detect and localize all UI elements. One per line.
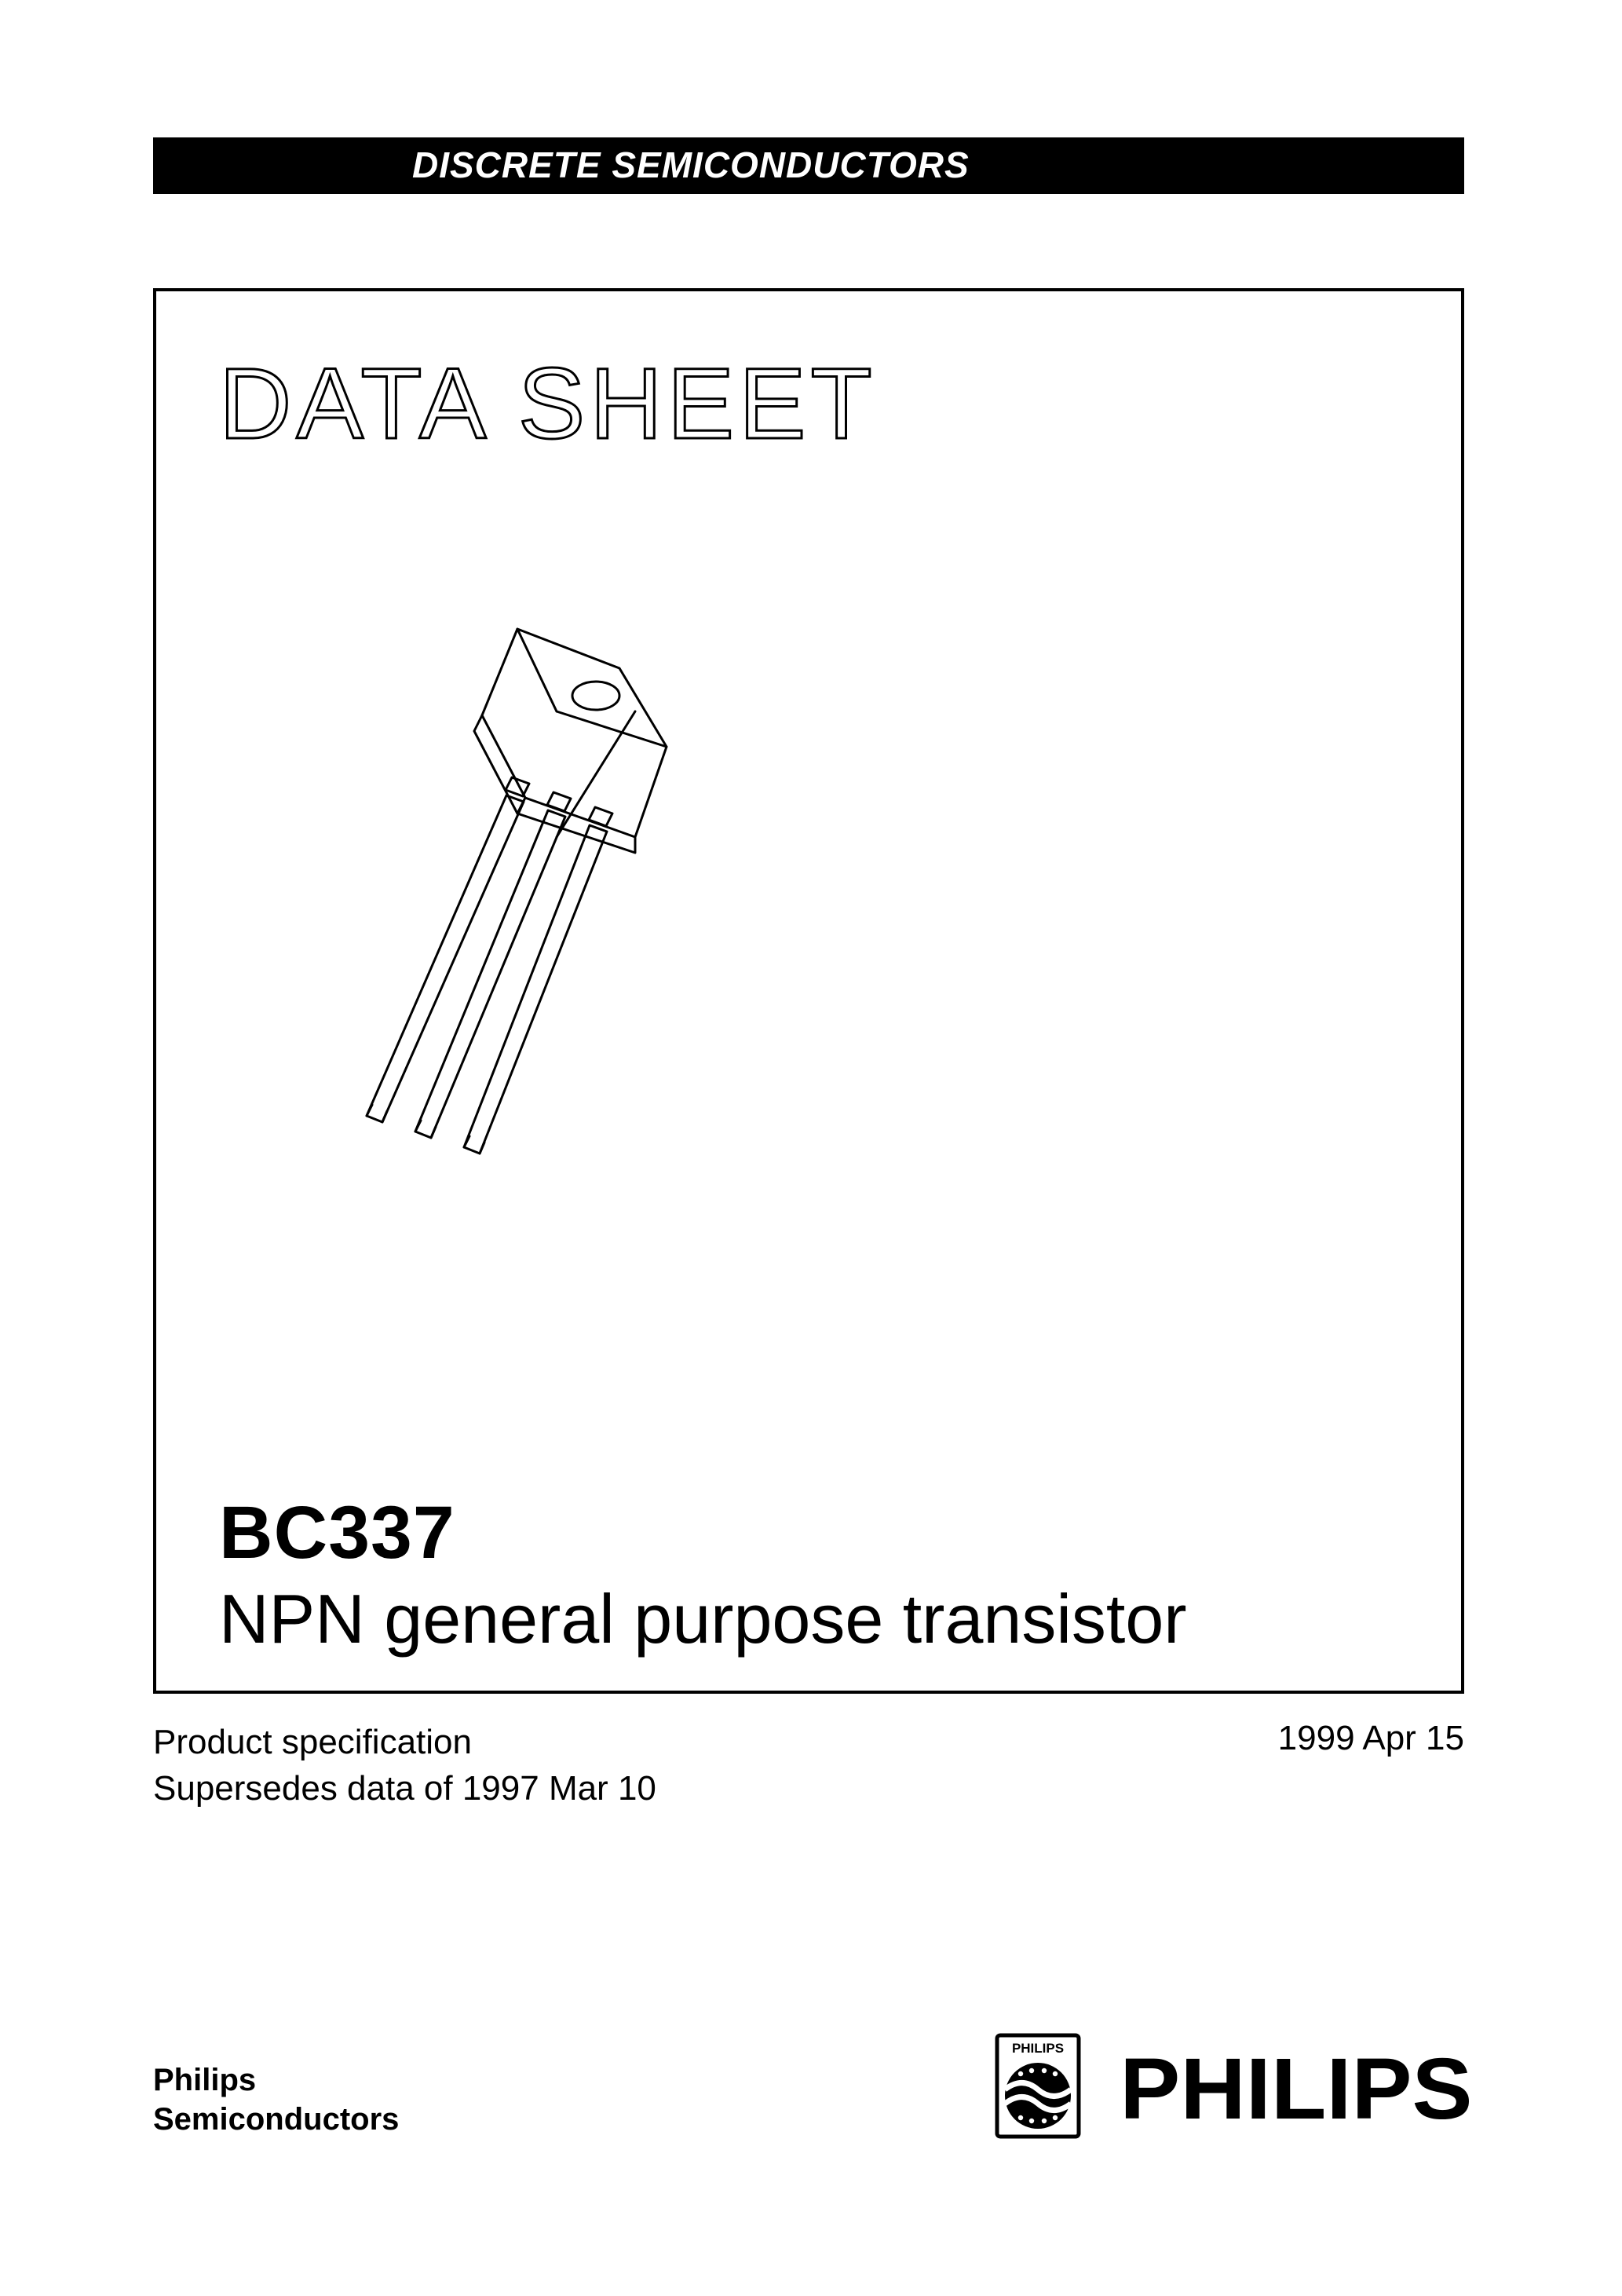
category-text: DISCRETE SEMICONDUCTORS [412,144,970,185]
footer-logo-group: PHILIPS PHILIPS [995,2033,1464,2139]
part-description: NPN general purpose transistor [219,1579,1187,1659]
svg-text:PHILIPS: PHILIPS [1012,2041,1064,2056]
part-number: BC337 [219,1490,1187,1576]
philips-wordmark: PHILIPS [1120,2039,1472,2139]
brand-line-1: Philips [153,2060,399,2100]
transistor-package-drawing [337,613,745,1179]
brand-line-2: Semiconductors [153,2100,399,2139]
supersedes-text: Supersedes data of 1997 Mar 10 [153,1765,656,1812]
brand-division-text: Philips Semiconductors [153,2060,399,2139]
category-header-bar: DISCRETE SEMICONDUCTORS [153,137,1464,194]
page-footer: Philips Semiconductors PHILIPS PHILIPS [153,2033,1464,2139]
document-meta-left: Product specification Supersedes data of… [153,1719,656,1812]
doc-type-text: Product specification [153,1719,656,1765]
data-sheet-outlined-title: DATA SHEET [219,346,1398,462]
philips-shield-icon: PHILIPS [995,2033,1081,2139]
main-content-box: DATA SHEET [153,288,1464,1694]
part-identity-block: BC337 NPN general purpose transistor [219,1490,1187,1659]
document-date: 1999 Apr 15 [1278,1719,1464,1812]
datasheet-cover-page: DISCRETE SEMICONDUCTORS DATA SHEET [153,137,1464,1812]
document-meta-row: Product specification Supersedes data of… [153,1719,1464,1812]
